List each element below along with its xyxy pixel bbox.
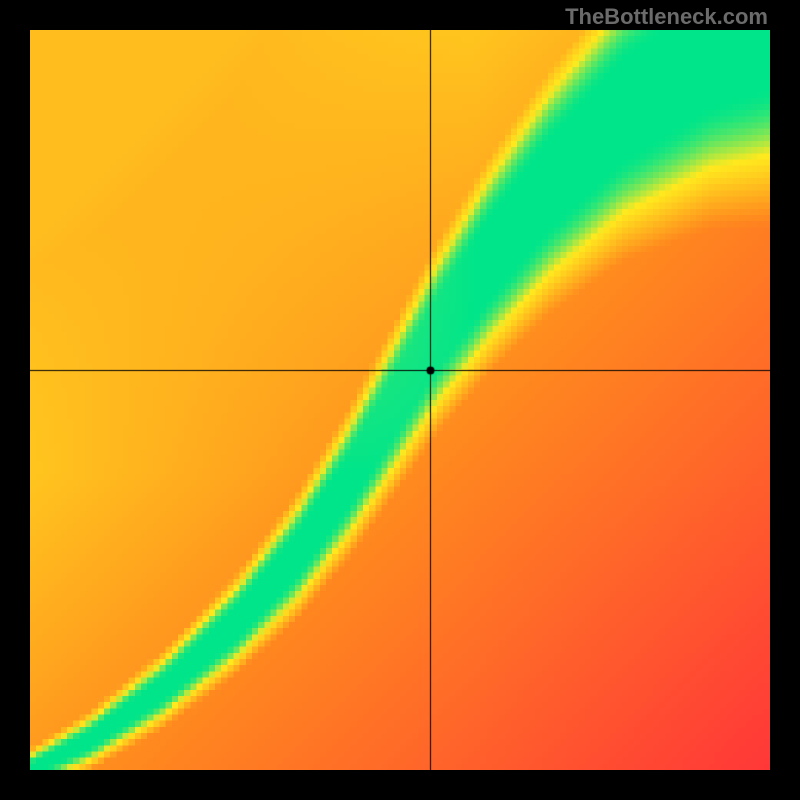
heatmap-canvas <box>30 30 770 770</box>
watermark-text: TheBottleneck.com <box>565 4 768 30</box>
chart-container: TheBottleneck.com <box>0 0 800 800</box>
